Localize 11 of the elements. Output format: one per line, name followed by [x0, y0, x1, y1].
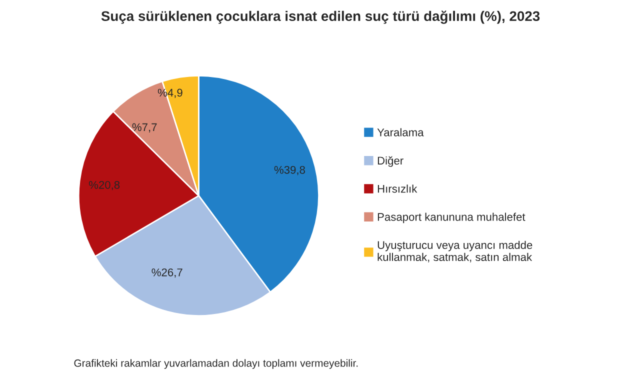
legend-label: Diğer	[378, 156, 404, 167]
data-label: %7,7	[132, 123, 157, 132]
legend-label: Pasaport kanununa muhalefet	[378, 212, 526, 224]
legend-label: Hırsızlık	[378, 184, 418, 193]
legend-label: Yaralama	[377, 128, 424, 136]
legend-label: Uyuşturucu veya uyancı madde kullanmak, satmak, satın almak	[378, 240, 532, 262]
data-label: %20,8	[88, 180, 120, 190]
data-label: %26,7	[152, 268, 182, 278]
chart-title: Suça sürüklenen çocuklara isnat edilen suç türü dağılımı (%), 2023	[101, 10, 540, 24]
data-label: %39,8	[274, 166, 305, 176]
text: Grafikteki rakamlar yuvarlamadan dolayı toplamı vermeyebilir.	[74, 359, 358, 369]
